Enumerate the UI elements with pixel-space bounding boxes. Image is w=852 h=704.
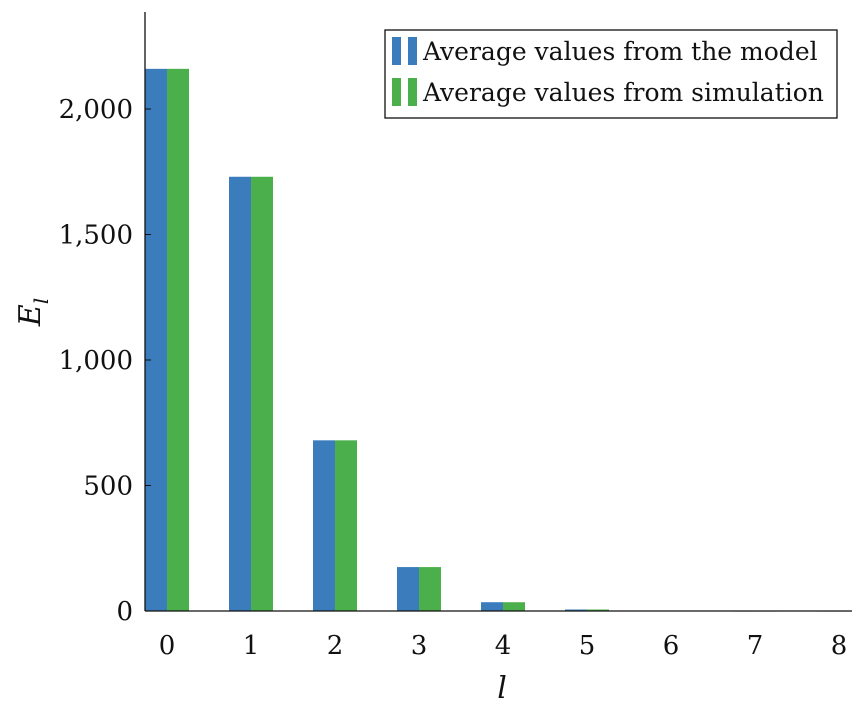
bars-layer [145,68,852,612]
y-tick-label: 0 [116,597,133,627]
x-tick-label: 3 [411,631,428,661]
x-axis-label: l [497,671,507,704]
legend-items: Average values from the model Average val… [392,37,824,107]
y-tick-label: 500 [83,472,133,502]
bar-simulation-1 [251,176,273,611]
bar-model-4 [481,602,503,611]
legend-label: Average values from simulation [422,78,824,107]
bar-simulation-2 [335,440,357,611]
x-tick-label: 7 [747,631,764,661]
legend-swatch [408,37,417,65]
bar-model-3 [397,567,419,611]
x-tick-label: 8 [831,631,848,661]
legend-item-model: Average values from the model [392,37,818,66]
y-axis-label-main: E [13,304,48,327]
bar-simulation-4 [503,602,525,611]
legend-label: Average values from the model [422,37,818,66]
y-tick-label: 2,000 [59,95,133,125]
legend: Average values from the model Average val… [384,29,838,119]
y-axis-label-sub: l [29,298,53,304]
x-tick-label: 6 [663,631,680,661]
legend-swatch [408,78,417,106]
x-tick-label: 4 [495,631,512,661]
legend-item-simulation: Average values from simulation [392,78,824,107]
y-ticks: 0 500 1,000 1,500 2,000 [59,95,151,627]
x-ticks: 0 1 2 3 4 5 6 7 8 [159,631,848,661]
bar-simulation-5 [587,609,609,611]
bar-simulation-3 [419,567,441,611]
legend-box [384,29,838,119]
legend-swatch [392,37,401,65]
x-tick-label: 0 [159,631,176,661]
legend-swatch [392,78,401,106]
x-tick-label: 5 [579,631,596,661]
y-tick-label: 1,500 [59,221,133,251]
y-axis-label: El [13,298,53,327]
bar-model-2 [313,440,335,611]
bar-simulation-0 [167,68,189,612]
y-tick-label: 1,000 [59,346,133,376]
bar-model-1 [229,176,251,611]
svg-text:El: El [13,298,53,327]
x-tick-label: 1 [243,631,260,661]
bar-model-0 [145,68,167,612]
x-tick-label: 2 [327,631,344,661]
bar-model-5 [565,609,587,611]
